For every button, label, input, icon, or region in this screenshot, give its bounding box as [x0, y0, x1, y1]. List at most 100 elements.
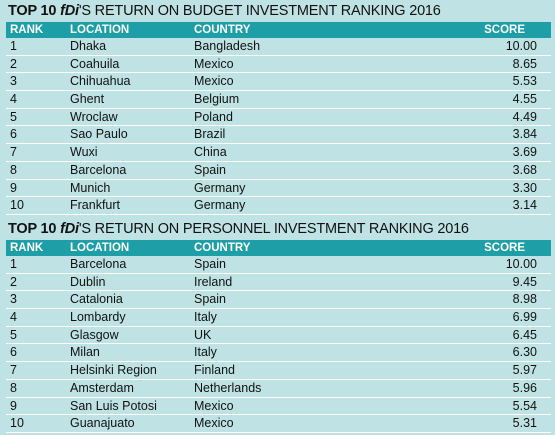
- header-location: LOCATION: [70, 24, 130, 36]
- personnel-ranking-table: TOP 10 fDi'S RETURN ON PERSONNEL INVESTM…: [0, 218, 555, 433]
- cell-rank: 8: [10, 162, 17, 177]
- cell-score: 10.00: [505, 257, 537, 271]
- cell-country: Germany: [194, 198, 246, 213]
- cell-rank: 3: [10, 292, 17, 307]
- title-text: 'S RETURN ON BUDGET INVESTMENT RANKING 2…: [78, 3, 441, 19]
- cell-location: Dhaka: [70, 39, 107, 53]
- cell-location: Amsterdam: [70, 380, 134, 395]
- cell-country: Poland: [194, 109, 233, 124]
- table-row: 8 Barcelona Spain 3.68: [6, 162, 551, 180]
- cell-country: Italy: [194, 345, 217, 360]
- cell-rank: 10: [10, 416, 24, 431]
- table-row: 1 Barcelona Spain 10.00: [6, 256, 551, 274]
- cell-score: 3.14: [512, 198, 537, 213]
- cell-score: 5.54: [512, 398, 537, 413]
- table-row: 2 Dublin Ireland 9.45: [6, 274, 551, 292]
- cell-country: Mexico: [194, 56, 234, 71]
- cell-location: Munich: [70, 180, 111, 195]
- cell-rank: 1: [10, 39, 17, 53]
- table-row: 6 Milan Italy 6.30: [6, 344, 551, 363]
- cell-country: Ireland: [194, 274, 233, 289]
- cell-rank: 1: [10, 257, 17, 271]
- cell-location: Wuxi: [70, 145, 98, 160]
- title-brand: fDi: [60, 3, 79, 19]
- cell-country: China: [194, 145, 227, 160]
- cell-country: Mexico: [194, 74, 234, 89]
- cell-rank: 3: [10, 74, 17, 89]
- table-row: 7 Wuxi China 3.69: [6, 144, 551, 162]
- cell-country: Spain: [194, 162, 226, 177]
- cell-location: Milan: [70, 345, 100, 360]
- cell-rank: 6: [10, 345, 17, 360]
- cell-location: Guanajuato: [70, 416, 135, 431]
- title-prefix: TOP 10: [8, 3, 61, 19]
- cell-score: 5.53: [512, 74, 537, 89]
- cell-rank: 7: [10, 145, 17, 160]
- title-prefix: TOP 10: [8, 221, 61, 237]
- personnel-table-title: TOP 10 fDi'S RETURN ON PERSONNEL INVESTM…: [0, 218, 555, 240]
- cell-country: Finland: [194, 363, 235, 378]
- cell-location: Sao Paulo: [70, 127, 128, 142]
- cell-rank: 5: [10, 327, 17, 342]
- cell-score: 3.68: [512, 162, 537, 177]
- cell-score: 5.97: [512, 363, 537, 378]
- cell-rank: 8: [10, 380, 17, 395]
- cell-country: Germany: [194, 180, 246, 195]
- cell-location: Chihuahua: [70, 74, 131, 89]
- budget-ranking-table: TOP 10 fDi'S RETURN ON BUDGET INVESTMENT…: [0, 0, 555, 215]
- table-row: 7 Helsinki Region Finland 5.97: [6, 362, 551, 380]
- cell-rank: 10: [10, 198, 24, 213]
- table-row: 8 Amsterdam Netherlands 5.96: [6, 380, 551, 398]
- cell-location: Dublin: [70, 274, 106, 289]
- cell-rank: 4: [10, 92, 17, 107]
- table-header: RANK LOCATION COUNTRY SCORE: [6, 240, 551, 256]
- cell-score: 5.96: [512, 380, 537, 395]
- cell-country: Spain: [194, 292, 226, 307]
- table-row: 9 Munich Germany 3.30: [6, 180, 551, 198]
- cell-score: 10.00: [505, 39, 537, 53]
- cell-country: Italy: [194, 310, 217, 325]
- budget-table-title: TOP 10 fDi'S RETURN ON BUDGET INVESTMENT…: [0, 0, 555, 22]
- cell-score: 3.84: [512, 127, 537, 142]
- cell-score: 3.30: [512, 180, 537, 195]
- cell-location: Lombardy: [70, 310, 126, 325]
- table-row: 4 Ghent Belgium 4.55: [6, 91, 551, 109]
- table-row: 4 Lombardy Italy 6.99: [6, 309, 551, 327]
- cell-score: 4.49: [512, 109, 537, 124]
- header-location: LOCATION: [70, 242, 130, 254]
- cell-score: 6.45: [512, 327, 537, 342]
- header-country: COUNTRY: [194, 242, 251, 254]
- cell-location: Frankfurt: [70, 198, 121, 213]
- cell-score: 3.69: [512, 145, 537, 160]
- cell-rank: 9: [10, 398, 17, 413]
- cell-location: Wroclaw: [70, 109, 118, 124]
- header-country: COUNTRY: [194, 24, 251, 36]
- header-rank: RANK: [10, 24, 44, 36]
- table-row: 10 Frankfurt Germany 3.14: [6, 197, 551, 215]
- table-row: 1 Dhaka Bangladesh 10.00: [6, 38, 551, 56]
- cell-score: 6.30: [512, 345, 537, 360]
- table-row: 9 San Luis Potosi Mexico 5.54: [6, 398, 551, 416]
- header-score: SCORE: [484, 24, 525, 36]
- cell-country: Brazil: [194, 127, 226, 142]
- cell-rank: 6: [10, 127, 17, 142]
- cell-rank: 7: [10, 363, 17, 378]
- cell-rank: 4: [10, 310, 17, 325]
- header-score: SCORE: [484, 242, 525, 254]
- cell-country: Mexico: [194, 416, 234, 431]
- cell-score: 9.45: [512, 274, 537, 289]
- cell-score: 8.98: [512, 292, 537, 307]
- cell-location: Barcelona: [70, 257, 127, 271]
- cell-score: 4.55: [512, 92, 537, 107]
- cell-location: Coahuila: [70, 56, 120, 71]
- cell-location: Helsinki Region: [70, 363, 157, 378]
- table-header: RANK LOCATION COUNTRY SCORE: [6, 22, 551, 38]
- cell-location: Barcelona: [70, 162, 127, 177]
- cell-location: San Luis Potosi: [70, 398, 157, 413]
- cell-location: Catalonia: [70, 292, 123, 307]
- cell-rank: 2: [10, 274, 17, 289]
- cell-score: 8.65: [512, 56, 537, 71]
- cell-rank: 2: [10, 56, 17, 71]
- cell-country: Spain: [194, 257, 226, 271]
- cell-country: Netherlands: [194, 380, 262, 395]
